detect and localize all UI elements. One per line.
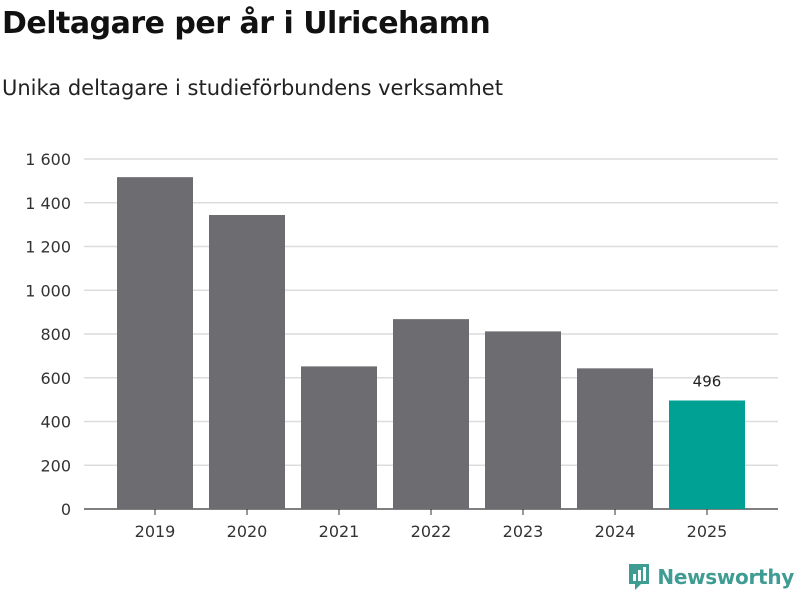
chart-subtitle: Unika deltagare i studieförbundens verks… (2, 76, 503, 100)
y-tick-label: 1 200 (25, 238, 71, 257)
y-tick-label: 0 (61, 500, 71, 519)
bar-2020 (209, 215, 285, 509)
x-tick-label: 2021 (319, 522, 360, 541)
y-tick-label: 600 (40, 369, 71, 388)
y-tick-label: 1 600 (25, 150, 71, 169)
data-label: 496 (693, 373, 722, 391)
x-tick-label: 2020 (227, 522, 268, 541)
bar-2024 (577, 368, 653, 509)
labels: 0 200 400 600 800 1 000 1 200 1 400 1 600 2019 202… (25, 150, 727, 541)
y-tick-label: 200 (40, 456, 71, 475)
y-tick-label: 1 400 (25, 194, 71, 213)
x-tick-label: 2025 (687, 522, 728, 541)
newsworthy-logo-icon (629, 564, 650, 590)
x-tick-label: 2023 (503, 522, 544, 541)
bar-2021 (301, 366, 377, 509)
x-tick-label: 2019 (135, 522, 176, 541)
bar-2019 (117, 177, 193, 509)
y-tick-label: 400 (40, 413, 71, 432)
y-tick-label: 800 (40, 325, 71, 344)
bar-2022 (393, 319, 469, 509)
brand-name: Newsworthy (657, 565, 794, 589)
brand-logo: Newsworthy (627, 562, 794, 592)
x-tick-label: 2022 (411, 522, 452, 541)
x-tick-label: 2024 (595, 522, 636, 541)
y-tick-label: 1 000 (25, 281, 71, 300)
bars (117, 177, 745, 509)
chart-title: Deltagare per år i Ulricehamn (2, 6, 491, 41)
bar-2023 (485, 331, 561, 509)
bar-2025 (669, 400, 745, 509)
